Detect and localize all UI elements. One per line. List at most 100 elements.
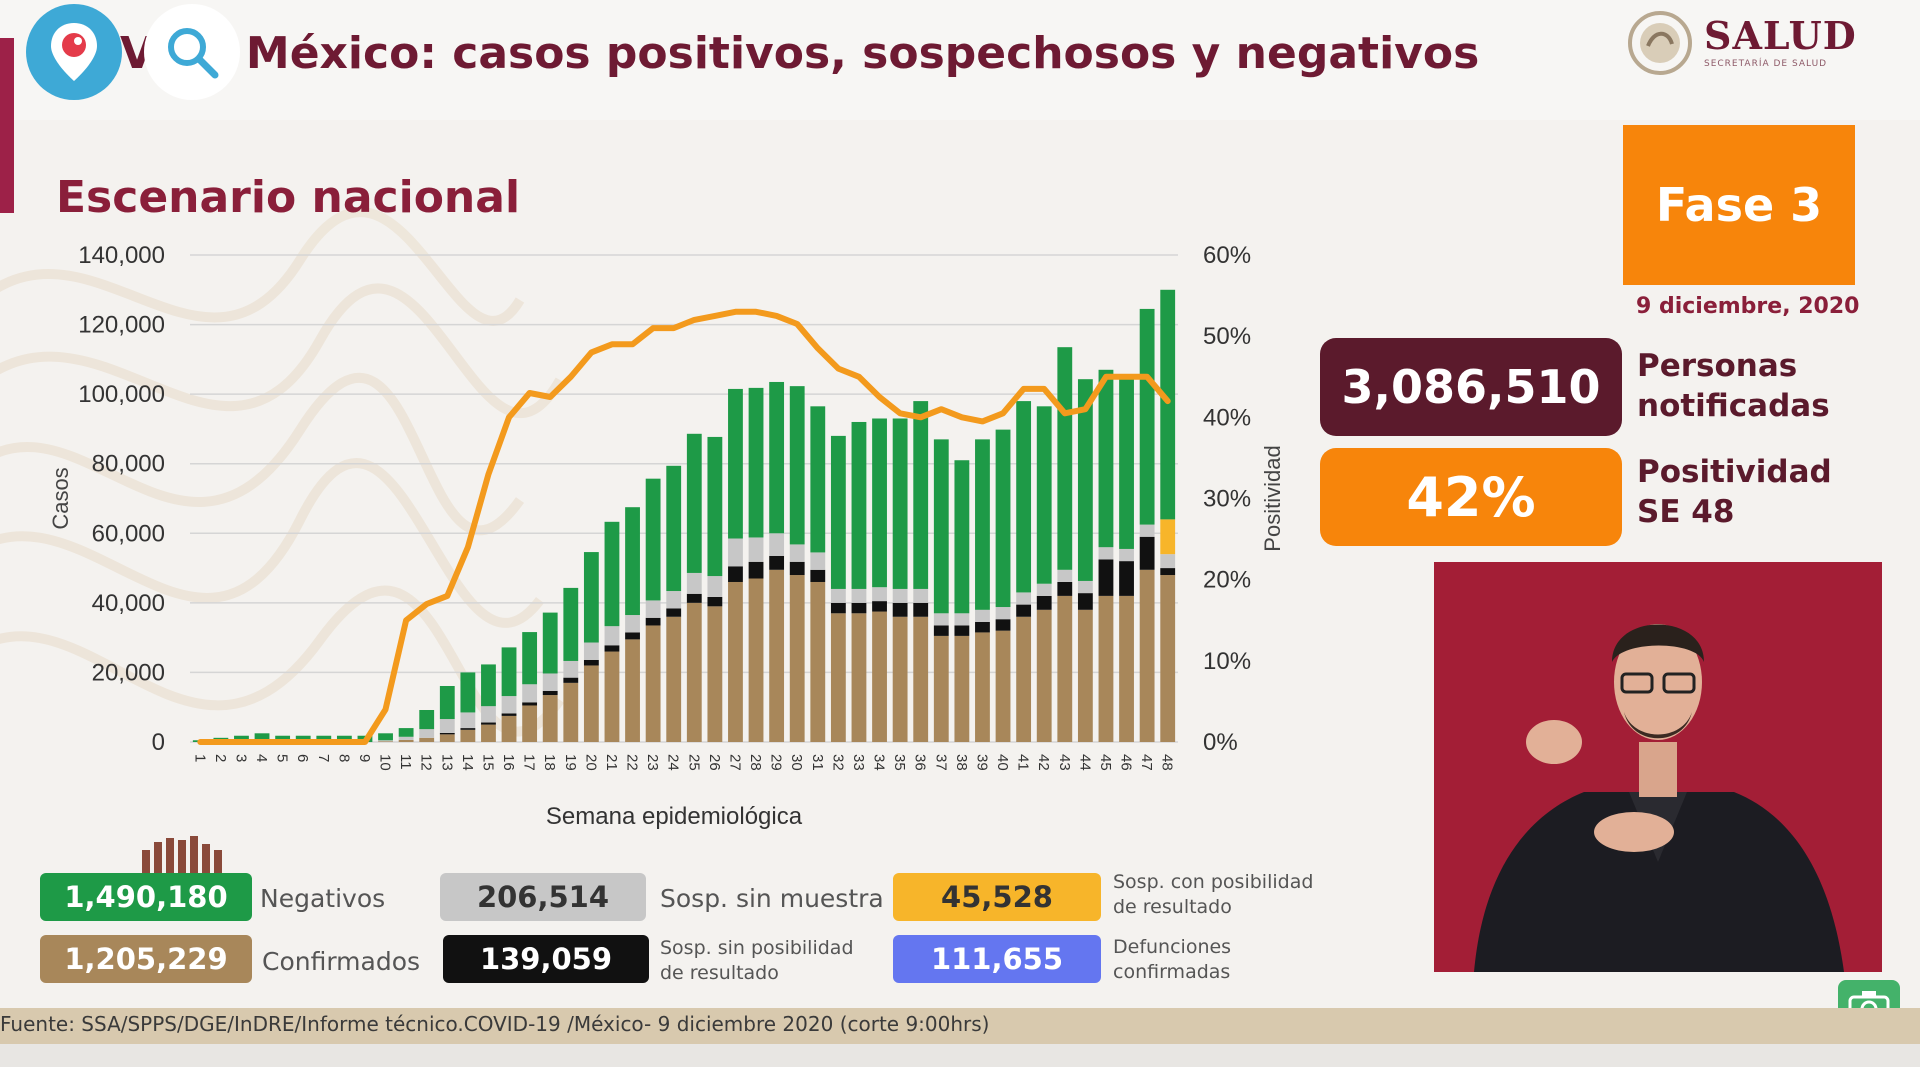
periscope-button[interactable] (26, 4, 122, 100)
bar-segment (1016, 616, 1032, 742)
salud-logo: SALUD SECRETARÍA DE SALUD (1622, 8, 1857, 78)
bar-segment (481, 706, 496, 723)
bar-segment (604, 645, 620, 652)
bar-segment (707, 436, 723, 577)
bar-segment (625, 615, 640, 633)
bar-segment (954, 635, 970, 742)
bar-segment (686, 602, 702, 742)
bar-segment (1057, 347, 1073, 570)
y2-tick-label: 60% (1203, 242, 1251, 269)
bar-segment (542, 612, 558, 674)
bar-segment (501, 647, 517, 697)
bar-segment (604, 651, 620, 742)
personas-notificadas-value: 3,086,510 (1320, 338, 1622, 436)
bar-segment (810, 552, 826, 570)
bar-segment (728, 538, 743, 567)
bar-segment (439, 732, 455, 735)
bar-segment (1160, 519, 1176, 555)
bar-segment (419, 729, 435, 738)
bar-segment (810, 581, 826, 742)
legend-confirmados-value: 1,205,229 (40, 935, 252, 983)
bar-segment (975, 632, 990, 742)
bar-segment (666, 465, 682, 592)
interpreter-figure (1474, 624, 1844, 972)
bar-segment (1139, 524, 1155, 537)
location-pin-icon (51, 23, 97, 81)
bar-segment (851, 421, 867, 589)
bar-segment (1077, 580, 1093, 594)
x-tick-label: 28 (747, 754, 764, 771)
bar-segment (769, 569, 785, 742)
bar-segment (563, 682, 579, 742)
bar-segment (645, 625, 661, 742)
x-tick-label: 25 (685, 754, 702, 771)
bar-segment (378, 740, 393, 742)
bar-segment (481, 722, 496, 725)
bar-segment (542, 695, 558, 742)
bar-segment (851, 613, 867, 742)
legend-sosp-sin-posibilidad-label: Sosp. sin posibilidad de resultado (660, 936, 854, 986)
bar-segment (995, 619, 1011, 631)
bar-segment (975, 621, 990, 633)
legend-defunciones-value: 111,655 (893, 935, 1101, 983)
legend-sosp-sin-muestra-label: Sosp. sin muestra (660, 884, 884, 913)
stat-label-line2: SE 48 (1637, 494, 1735, 530)
bar-segment (995, 630, 1011, 742)
bar-segment (913, 602, 929, 617)
x-tick-label: 48 (1159, 754, 1176, 771)
source-bar (0, 1008, 1920, 1044)
y2-tick-label: 40% (1203, 404, 1251, 431)
legend-confirmados-label: Confirmados (262, 947, 421, 976)
gobierno-mexico-logo (142, 836, 222, 880)
x-tick-label: 46 (1118, 754, 1135, 771)
bar-segment (892, 616, 908, 742)
bar-segment (872, 418, 887, 588)
x-tick-label: 23 (644, 754, 661, 771)
bar-segment (460, 672, 476, 713)
bar-segment (398, 728, 414, 737)
search-button[interactable] (144, 4, 240, 100)
bar-segment (1139, 569, 1155, 742)
bar-segment (789, 544, 805, 562)
bar-segment (707, 576, 723, 597)
bar-segment (707, 596, 723, 607)
positividad-label: Positividad SE 48 (1637, 452, 1832, 532)
bar-segment (954, 613, 970, 626)
bar-segment (748, 578, 764, 742)
page-title: V 19 México: casos positivos, sospechoso… (120, 28, 1480, 79)
x-tick-label: 1 (191, 754, 208, 762)
logo-subtext: SECRETARÍA DE SALUD (1704, 59, 1828, 69)
positividad-line (197, 308, 1171, 745)
x-tick-label: 40 (994, 754, 1011, 771)
bar-segment (748, 387, 764, 538)
y-tick-label: 60,000 (92, 520, 165, 547)
y2-tick-label: 20% (1203, 567, 1251, 594)
bar-segment (769, 381, 785, 534)
bar-segment (666, 616, 682, 742)
bar-segment (439, 685, 455, 720)
x-tick-label: 34 (871, 754, 888, 771)
y-tick-label: 0 (152, 729, 165, 756)
x-tick-label: 26 (706, 754, 723, 771)
x-tick-label: 2 (212, 754, 229, 762)
bar-segment (769, 555, 785, 570)
bar-segment (933, 439, 949, 614)
bar-segment (872, 587, 887, 602)
bar-segment (892, 588, 908, 603)
bar-segment (625, 507, 640, 616)
x-tick-label: 32 (829, 754, 846, 771)
x-tick-label: 5 (274, 754, 291, 762)
header-bar (0, 0, 1920, 120)
legend-defunciones-label: Defunciones confirmadas (1113, 935, 1231, 985)
y-axis-label: Casos (48, 467, 73, 529)
bar-segment (1139, 308, 1155, 525)
bar-segment (686, 433, 702, 573)
bar-segment (1098, 369, 1114, 548)
x-tick-label: 10 (377, 754, 394, 771)
bar-segment (995, 429, 1011, 608)
x-tick-label: 35 (891, 754, 908, 771)
bar-segment (625, 639, 640, 742)
bar-segment (1036, 406, 1052, 584)
